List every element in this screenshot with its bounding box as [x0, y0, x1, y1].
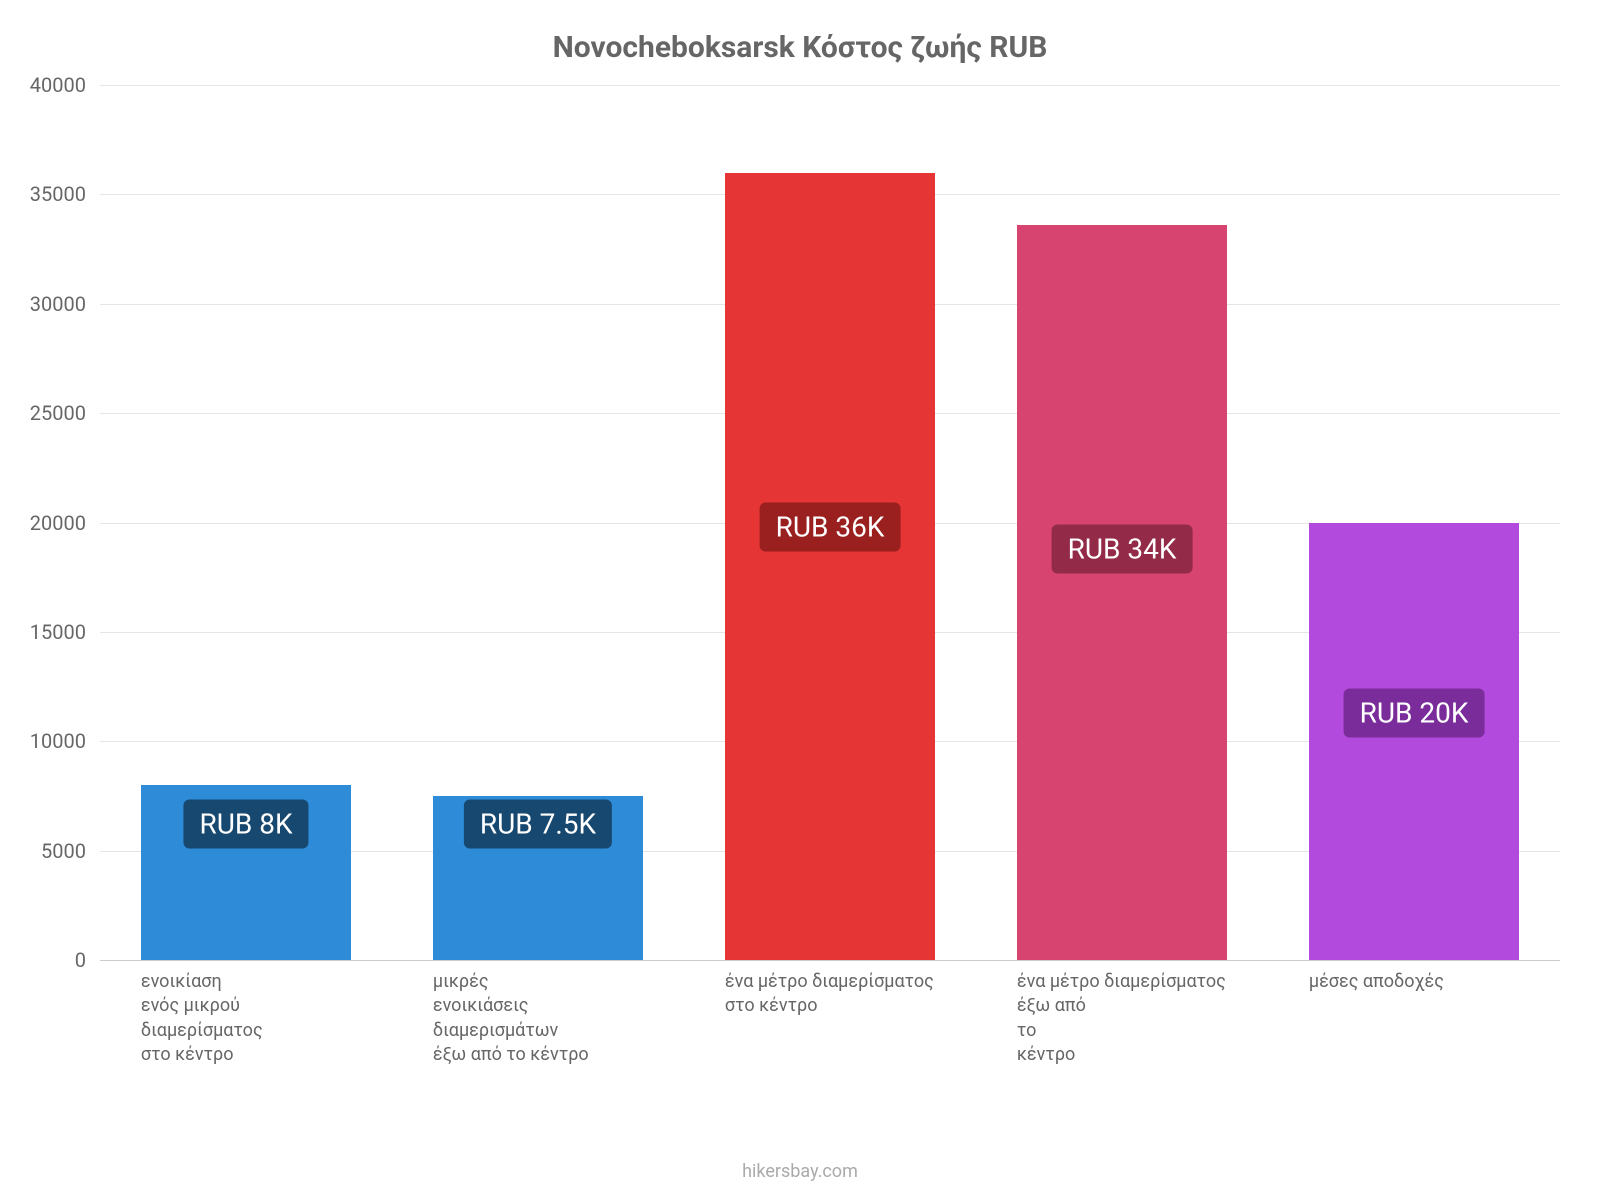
y-tick-label: 20000: [30, 511, 100, 535]
plot-area: 0500010000150002000025000300003500040000…: [100, 85, 1560, 960]
bar-value-label: RUB 20K: [1344, 688, 1485, 737]
attribution-text: hikersbay.com: [0, 1161, 1600, 1182]
y-tick-label: 25000: [30, 401, 100, 425]
y-tick-label: 15000: [30, 620, 100, 644]
bar: [1309, 523, 1519, 961]
y-tick-label: 35000: [30, 182, 100, 206]
y-tick-label: 40000: [30, 73, 100, 97]
bar-value-label: RUB 36K: [760, 502, 901, 551]
bar: [1017, 225, 1227, 960]
y-tick-label: 10000: [30, 729, 100, 753]
bar-value-label: RUB 8K: [183, 800, 308, 849]
gridline: [100, 960, 1560, 961]
x-tick-label: ένα μέτρο διαμερίσματοςέξω απότοκέντρο: [1017, 970, 1226, 1067]
x-tick-label: ενοικίασηενός μικρούδιαμερίσματοςστο κέν…: [141, 970, 263, 1067]
chart-title: Novocheboksarsk Κόστος ζωής RUB: [20, 30, 1580, 65]
x-tick-label: μέσες αποδοχές: [1309, 970, 1444, 994]
x-tick-label: ένα μέτρο διαμερίσματοςστο κέντρο: [725, 970, 934, 1019]
bar-value-label: RUB 7.5K: [464, 800, 612, 849]
y-tick-label: 30000: [30, 292, 100, 316]
bar: [725, 173, 935, 961]
y-tick-label: 5000: [41, 839, 100, 863]
bar-value-label: RUB 34K: [1052, 524, 1193, 573]
bars-layer: RUB 8K RUB 7.5K RUB 36K RUB 34K RUB 20K: [100, 85, 1560, 960]
y-tick-label: 0: [75, 948, 100, 972]
chart-container: Novocheboksarsk Κόστος ζωής RUB 05000100…: [0, 0, 1600, 1200]
x-tick-label: μικρέςενοικιάσειςδιαμερισμάτωνέξω από το…: [433, 970, 589, 1067]
